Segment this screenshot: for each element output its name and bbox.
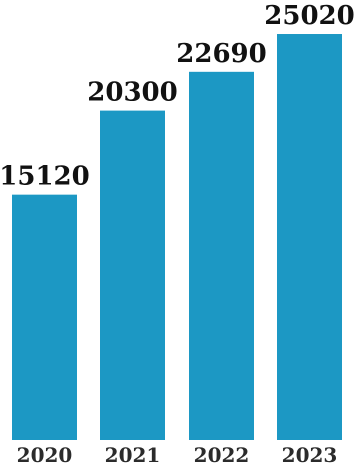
- value-label-2021: 20300: [87, 78, 177, 108]
- category-labels-group: 2020 2021 2022 2023: [17, 443, 338, 467]
- value-label-2023: 25020: [264, 1, 354, 31]
- bar-2023: [277, 34, 342, 440]
- category-label-2023: 2023: [282, 443, 338, 467]
- category-label-2021: 2021: [105, 443, 161, 467]
- value-labels-group: 15120 20300 22690 25020: [0, 1, 355, 192]
- value-label-2022: 22690: [176, 39, 266, 69]
- bar-2021: [100, 110, 165, 441]
- bars-group: [12, 34, 342, 441]
- category-label-2020: 2020: [17, 443, 73, 467]
- bar-2020: [12, 194, 77, 440]
- value-label-2020: 15120: [0, 162, 90, 192]
- category-label-2022: 2022: [194, 443, 250, 467]
- bar-2022: [189, 71, 254, 441]
